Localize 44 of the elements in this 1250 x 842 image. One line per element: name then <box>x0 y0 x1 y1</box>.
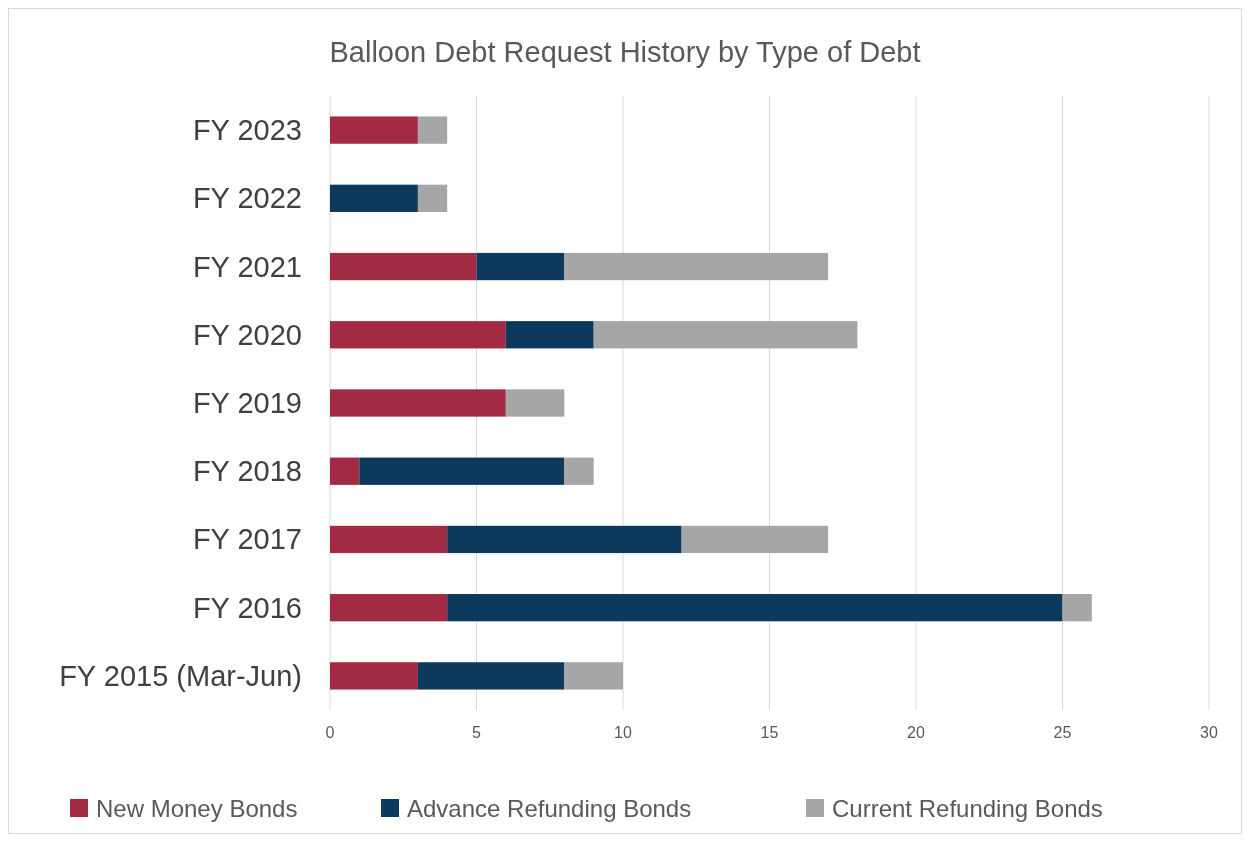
bar <box>564 252 829 281</box>
bar <box>1062 594 1092 622</box>
bar <box>681 525 829 554</box>
legend-label: Current Refunding Bonds <box>832 794 1103 822</box>
bar <box>417 116 448 144</box>
bar <box>417 662 565 690</box>
y-tick-label: FY 2017 <box>192 523 302 556</box>
bar <box>330 116 418 144</box>
bar <box>359 457 565 485</box>
y-tick-label: FY 2021 <box>192 250 302 283</box>
bar <box>447 525 682 554</box>
bar <box>330 184 418 212</box>
bar <box>330 457 360 485</box>
x-tick-label: 25 <box>1053 724 1072 741</box>
y-tick-label: FY 2016 <box>192 591 302 624</box>
bar <box>330 662 418 690</box>
chart-title: Balloon Debt Request History by Type of Debt <box>329 36 921 68</box>
bar <box>505 321 594 349</box>
bar <box>330 389 506 417</box>
bar <box>330 525 448 554</box>
bar <box>505 389 565 417</box>
y-tick-label: FY 2020 <box>192 318 302 351</box>
x-tick-label: 5 <box>472 724 482 741</box>
bar <box>417 184 448 212</box>
y-tick-label: FY 2022 <box>192 182 302 215</box>
x-tick-label: 30 <box>1200 724 1218 741</box>
x-tick-label: 20 <box>907 724 925 741</box>
bar <box>330 321 506 349</box>
x-tick-label: 10 <box>614 724 632 741</box>
bar <box>330 594 448 622</box>
bar <box>564 457 594 485</box>
legend-label: New Money Bonds <box>96 794 298 822</box>
bar <box>564 662 623 690</box>
bar <box>447 594 1063 622</box>
bar <box>330 252 477 281</box>
y-tick-label: FY 2018 <box>192 455 302 488</box>
x-tick-label: 0 <box>325 724 335 741</box>
x-tick-label: 15 <box>760 724 779 741</box>
y-tick-label: FY 2015 (Mar-Jun) <box>59 659 302 692</box>
legend-label: Advance Refunding Bonds <box>407 794 692 822</box>
bar <box>476 252 565 281</box>
bar <box>593 321 858 349</box>
y-tick-label: FY 2023 <box>192 114 302 147</box>
y-tick-label: FY 2019 <box>192 387 302 419</box>
